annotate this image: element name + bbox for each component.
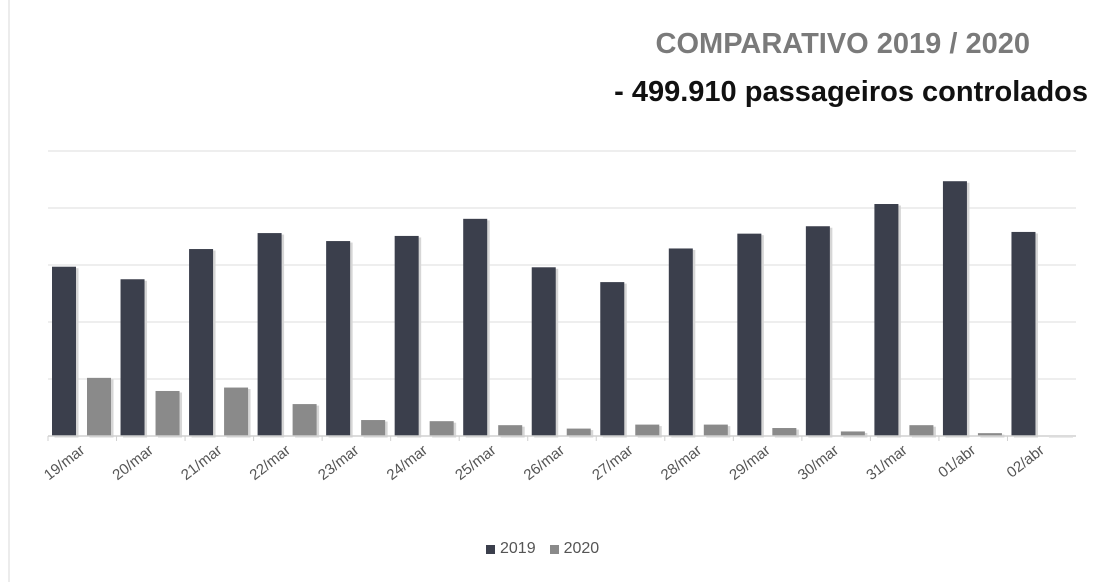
- bar-2020-21/mar: [224, 387, 249, 436]
- bar-2020-22/mar: [292, 404, 317, 436]
- x-tick-label: 28/mar: [658, 442, 705, 484]
- bar-2019-24/mar: [394, 235, 419, 436]
- bar-2019-01/abr: [942, 181, 967, 436]
- legend-swatch-2019: [486, 544, 495, 554]
- bars: [52, 181, 1073, 438]
- bar-2019-30/mar: [805, 226, 830, 436]
- x-tick-label: 29/mar: [726, 442, 773, 484]
- bar-2019-29/mar: [737, 233, 762, 436]
- legend-swatch-2020: [549, 544, 559, 554]
- x-tick-label: 24/mar: [384, 442, 431, 484]
- gridlines: [48, 150, 1076, 380]
- bar-2019-28/mar: [668, 248, 693, 436]
- bar-2019-19/mar: [52, 266, 76, 436]
- x-tick-label: 25/mar: [452, 442, 499, 484]
- bar-2019-02/abr: [1011, 231, 1036, 436]
- legend: 2019 2020: [486, 540, 613, 558]
- chart-title: COMPARATIVO 2019 / 2020: [655, 28, 1030, 60]
- bar-2019-25/mar: [463, 218, 488, 436]
- legend-item-2019: 2019: [486, 540, 536, 558]
- bar-2019-20/mar: [120, 279, 145, 436]
- x-tick-label: 20/mar: [109, 442, 156, 484]
- bar-2020-23/mar: [361, 420, 386, 436]
- x-tick-label: 27/mar: [589, 442, 636, 484]
- x-tick-label: 19/mar: [41, 442, 88, 484]
- x-tick-label: 23/mar: [315, 442, 362, 484]
- x-axis: [47, 435, 1076, 441]
- bar-2020-29/mar: [772, 428, 797, 436]
- bar-2020-25/mar: [498, 425, 523, 436]
- bar-2020-31/mar: [909, 425, 934, 436]
- x-tick-label: 26/mar: [521, 442, 568, 484]
- bar-2019-23/mar: [326, 241, 351, 436]
- bar-2020-26/mar: [566, 428, 591, 436]
- bar-shadow: [1048, 437, 1073, 438]
- left-border: [8, 0, 10, 582]
- x-tick-label: 22/mar: [246, 442, 293, 484]
- bar-2019-31/mar: [874, 204, 899, 436]
- bar-2020-20/mar: [155, 390, 180, 436]
- x-tick-labels: 19/mar 20/mar 21/mar 22/mar 23/mar 24/mar 25/m…: [41, 442, 1048, 484]
- chart-subtitle: - 499.910 passageiros controlados: [614, 76, 1088, 108]
- x-tick-label: 01/abr: [935, 442, 979, 482]
- x-tick-label: 21/mar: [178, 442, 225, 484]
- bar-2019-21/mar: [189, 249, 214, 436]
- bar-2019-27/mar: [600, 282, 625, 436]
- bar-2020-27/mar: [635, 424, 660, 436]
- x-tick-label: 31/mar: [863, 442, 910, 484]
- bar-2019-26/mar: [531, 267, 556, 436]
- bar-chart: 19/mar 20/mar 21/mar 22/mar 23/mar 24/mar 25/m…: [41, 150, 1076, 484]
- bar-2020-01/abr: [977, 433, 1002, 436]
- legend-label-2020: 2020: [563, 540, 600, 557]
- bar-2020-30/mar: [840, 431, 865, 436]
- legend-label-2019: 2019: [500, 540, 536, 557]
- bar-2020-19/mar: [87, 377, 111, 436]
- bar-2019-22/mar: [257, 233, 282, 436]
- legend-item-2020: 2020: [549, 540, 600, 558]
- bar-2020-28/mar: [703, 424, 728, 436]
- bar-2020-24/mar: [429, 421, 454, 436]
- x-tick-label: 30/mar: [795, 442, 842, 484]
- x-tick-label: 02/abr: [1004, 442, 1048, 482]
